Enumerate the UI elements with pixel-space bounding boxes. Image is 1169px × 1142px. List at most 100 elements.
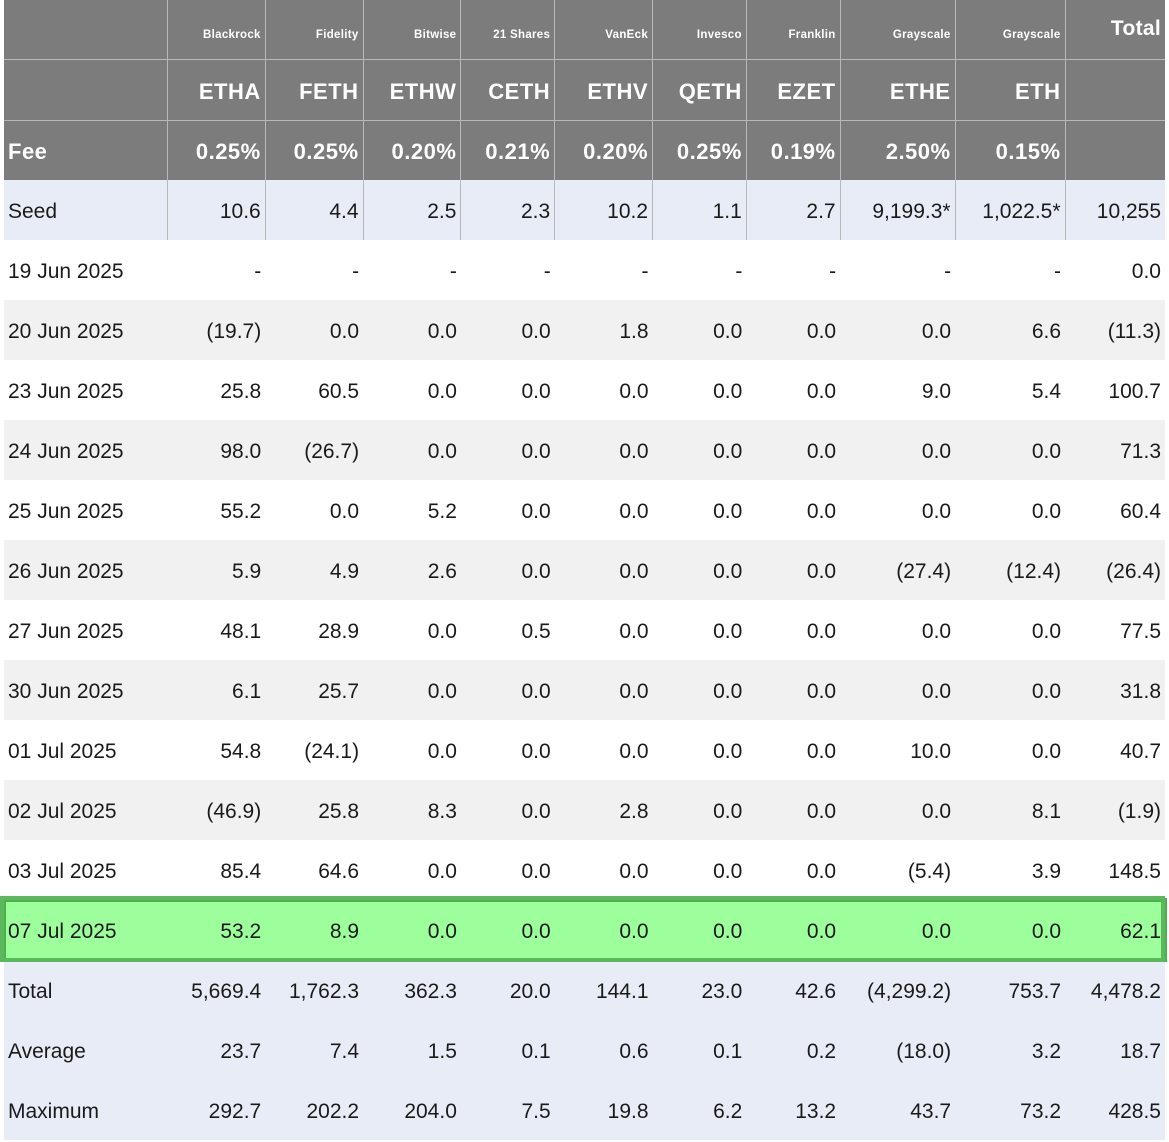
flow-value-cell: - [746, 240, 841, 300]
flow-value-cell: 0.0 [840, 300, 956, 360]
flow-value-cell: - [652, 240, 747, 300]
flow-value-cell: 9.0 [840, 360, 956, 420]
flow-value-cell: 7.4 [265, 1020, 364, 1080]
flow-value-cell: 0.0 [955, 720, 1066, 780]
flow-value-cell: 0.0 [955, 900, 1066, 960]
flow-value-cell: 0.0 [652, 660, 747, 720]
issuer-header-cell: Grayscale [954, 0, 1066, 59]
flow-value-cell: 10.2 [554, 180, 653, 240]
issuer-header-cell: Invesco [652, 0, 747, 59]
flow-value-cell: 55.2 [167, 480, 266, 540]
flow-value-cell: 0.0 [554, 900, 653, 960]
row-label: Maximum [4, 1080, 168, 1140]
issuer-header-cell: Bitwise [362, 0, 461, 59]
fee-cell: 0.20% [362, 120, 461, 180]
issuer-header-cell: Grayscale [839, 0, 956, 59]
flow-value-cell: 1,762.3 [265, 960, 364, 1020]
ticker-header-cell: ETHA [166, 59, 266, 120]
flow-value-cell: 42.6 [746, 960, 841, 1020]
flow-value-cell: 0.0 [460, 300, 555, 360]
flow-value-cell: 0.0 [955, 480, 1066, 540]
flow-value-cell: 3.2 [955, 1020, 1066, 1080]
fee-cell: 2.50% [839, 120, 956, 180]
flow-value-cell: 0.0 [840, 480, 956, 540]
table-row: 02 Jul 2025 (46.9) 25.8 8.3 0.0 2.8 0.0 0.0 0.0 8… [4, 780, 1165, 840]
flow-value-cell: 23.0 [652, 960, 747, 1020]
flow-value-cell: 0.0 [840, 900, 956, 960]
flow-value-cell: 204.0 [363, 1080, 461, 1140]
flow-value-cell: 0.0 [652, 780, 747, 840]
row-label: 19 Jun 2025 [4, 240, 168, 300]
flow-value-cell: 0.0 [652, 420, 747, 480]
table-row: 07 Jul 2025 53.2 8.9 0.0 0.0 0.0 0.0 0.0 0.0 0.0 6… [2, 898, 1167, 962]
flow-value-cell: (46.9) [167, 780, 266, 840]
flow-value-cell: - [840, 240, 956, 300]
fee-total-cell [1064, 120, 1165, 180]
flow-value-cell: (26.7) [265, 420, 364, 480]
flow-value-cell: 0.0 [746, 840, 841, 900]
flow-value-cell: (12.4) [955, 540, 1066, 600]
issuer-header-row: Blackrock Fidelity Bitwise 21 Shares Van… [4, 0, 1165, 59]
flow-value-cell: (18.0) [840, 1020, 956, 1080]
flow-value-cell: 0.0 [363, 420, 461, 480]
flow-value-cell: 25.7 [265, 660, 364, 720]
row-total-cell: (26.4) [1065, 540, 1165, 600]
flow-value-cell: 0.0 [652, 360, 747, 420]
issuer-header-cell: Franklin [745, 0, 841, 59]
table-row: 23 Jun 2025 25.8 60.5 0.0 0.0 0.0 0.0 0.0 9.0 5.4… [4, 360, 1165, 420]
flow-value-cell: 0.0 [840, 660, 956, 720]
row-label: Seed [4, 180, 168, 240]
flow-value-cell: 54.8 [167, 720, 266, 780]
fee-cell: 0.20% [554, 120, 653, 180]
flow-value-cell: 3.9 [955, 840, 1066, 900]
row-label: 23 Jun 2025 [4, 360, 168, 420]
table-row: 01 Jul 2025 54.8 (24.1) 0.0 0.0 0.0 0.0 0.0 10.0… [4, 720, 1165, 780]
flow-value-cell: 0.0 [955, 660, 1066, 720]
flow-value-cell: 0.0 [460, 720, 555, 780]
issuer-header-cell: VanEck [554, 0, 653, 59]
flow-value-cell: 0.0 [746, 540, 841, 600]
flow-value-cell: 60.5 [265, 360, 364, 420]
flow-value-cell: 202.2 [265, 1080, 364, 1140]
flow-value-cell: 0.0 [746, 480, 841, 540]
flow-value-cell: 2.8 [554, 780, 653, 840]
flow-value-cell: 43.7 [840, 1080, 956, 1140]
flow-value-cell: 144.1 [554, 960, 653, 1020]
flow-value-cell: 0.0 [746, 420, 841, 480]
row-label: 26 Jun 2025 [4, 540, 168, 600]
ticker-header-cell: EZET [745, 59, 841, 120]
corner-cell [4, 0, 168, 59]
ticker-total-cell [1064, 59, 1165, 120]
row-total-cell: 31.8 [1065, 660, 1165, 720]
flow-value-cell: 0.0 [955, 600, 1066, 660]
flow-value-cell: 13.2 [746, 1080, 841, 1140]
row-label: 27 Jun 2025 [4, 600, 168, 660]
row-total-cell: 10,255 [1064, 180, 1165, 240]
row-total-cell: 100.7 [1065, 360, 1165, 420]
fee-cell: 0.25% [166, 120, 266, 180]
flow-value-cell: 4.9 [265, 540, 364, 600]
flow-value-cell: 85.4 [167, 840, 266, 900]
flow-value-cell: 0.0 [363, 300, 461, 360]
flow-value-cell: 53.2 [167, 900, 266, 960]
flow-value-cell: 0.0 [554, 840, 653, 900]
flow-value-cell: 2.3 [460, 180, 555, 240]
flow-value-cell: 0.0 [840, 780, 956, 840]
ticker-corner-cell [4, 59, 168, 120]
flow-value-cell: 0.0 [746, 660, 841, 720]
flow-value-cell: (27.4) [840, 540, 956, 600]
flow-value-cell: 0.0 [554, 660, 653, 720]
fee-label: Fee [4, 120, 168, 180]
row-total-cell: 40.7 [1065, 720, 1165, 780]
flow-value-cell: 23.7 [167, 1020, 266, 1080]
flow-value-cell: 5.4 [955, 360, 1066, 420]
fee-cell: 0.15% [954, 120, 1066, 180]
fee-cell: 0.19% [745, 120, 841, 180]
total-column-header: Total [1064, 0, 1165, 59]
flow-value-cell: 0.0 [554, 360, 653, 420]
flow-value-cell: 0.0 [652, 900, 747, 960]
flow-value-cell: 0.0 [460, 480, 555, 540]
flow-value-cell: 0.1 [460, 1020, 555, 1080]
row-total-cell: 4,478.2 [1065, 960, 1165, 1020]
